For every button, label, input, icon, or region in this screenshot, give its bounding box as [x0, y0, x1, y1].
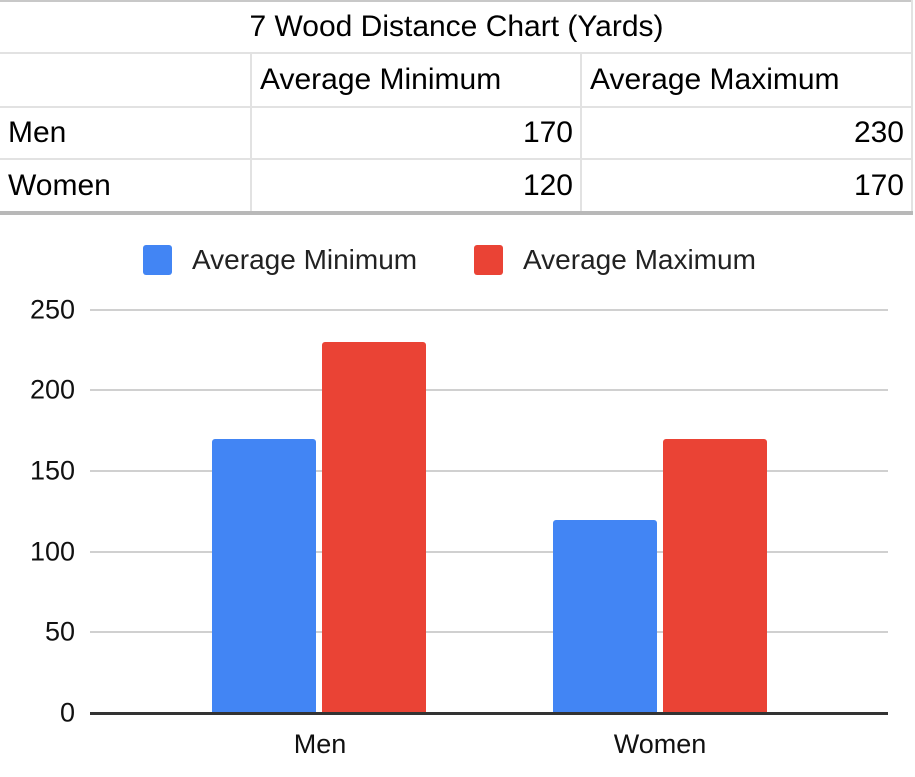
table-bottom-border	[0, 211, 913, 215]
bar-women-average-minimum[interactable]	[553, 520, 657, 713]
chart-legend: Average Minimum Average Maximum	[0, 244, 915, 277]
legend-item-average-minimum[interactable]: Average Minimum	[143, 244, 418, 275]
table-header-row: Average Minimum Average Maximum	[0, 54, 913, 108]
table-top-border	[0, 0, 913, 2]
header-cell-average-minimum[interactable]: Average Minimum	[260, 63, 502, 96]
x-label-women: Women	[613, 729, 707, 759]
cell-women-min[interactable]: 120	[522, 169, 573, 202]
header-cell-empty[interactable]	[0, 54, 250, 106]
column-divider	[250, 108, 252, 158]
gridline	[90, 551, 888, 553]
column-divider	[580, 160, 582, 212]
y-tick-label: 200	[29, 374, 75, 405]
y-tick-label: 250	[29, 294, 75, 325]
x-label-men: Men	[293, 729, 347, 759]
legend-label: Average Maximum	[523, 244, 756, 275]
column-divider	[580, 108, 582, 158]
gridline	[90, 470, 888, 472]
table-right-border	[911, 0, 913, 213]
gridline	[90, 389, 888, 391]
column-divider	[580, 54, 582, 106]
y-tick-label: 50	[44, 616, 75, 647]
legend-swatch-blue-icon	[143, 245, 172, 275]
y-tick-label: 100	[29, 536, 75, 567]
table-row: Men 170 230	[0, 108, 913, 160]
row-label-men[interactable]: Men	[8, 116, 67, 149]
row-label-women[interactable]: Women	[8, 169, 111, 202]
header-cell-average-maximum[interactable]: Average Maximum	[590, 63, 840, 96]
y-tick-label: 0	[59, 697, 75, 728]
column-divider	[250, 54, 252, 106]
gridline	[90, 631, 888, 633]
bar-women-average-maximum[interactable]	[663, 439, 767, 713]
column-divider	[250, 160, 252, 212]
table-title[interactable]: 7 Wood Distance Chart (Yards)	[249, 10, 664, 43]
x-axis-line	[90, 712, 888, 715]
legend-label: Average Minimum	[192, 244, 418, 275]
bar-chart: 250 200 150 100 50 0 Men Women	[0, 280, 915, 777]
cell-women-max[interactable]: 170	[853, 169, 904, 202]
bar-men-average-maximum[interactable]	[322, 342, 426, 713]
cell-men-max[interactable]: 230	[853, 116, 904, 149]
legend-item-average-maximum[interactable]: Average Maximum	[474, 244, 756, 275]
table-row: Women 120 170	[0, 160, 913, 212]
y-tick-label: 150	[29, 455, 75, 486]
gridline	[90, 309, 888, 311]
legend-swatch-red-icon	[474, 245, 503, 275]
cell-men-min[interactable]: 170	[522, 116, 573, 149]
table-title-row: 7 Wood Distance Chart (Yards)	[0, 2, 913, 54]
bar-men-average-minimum[interactable]	[212, 439, 316, 713]
